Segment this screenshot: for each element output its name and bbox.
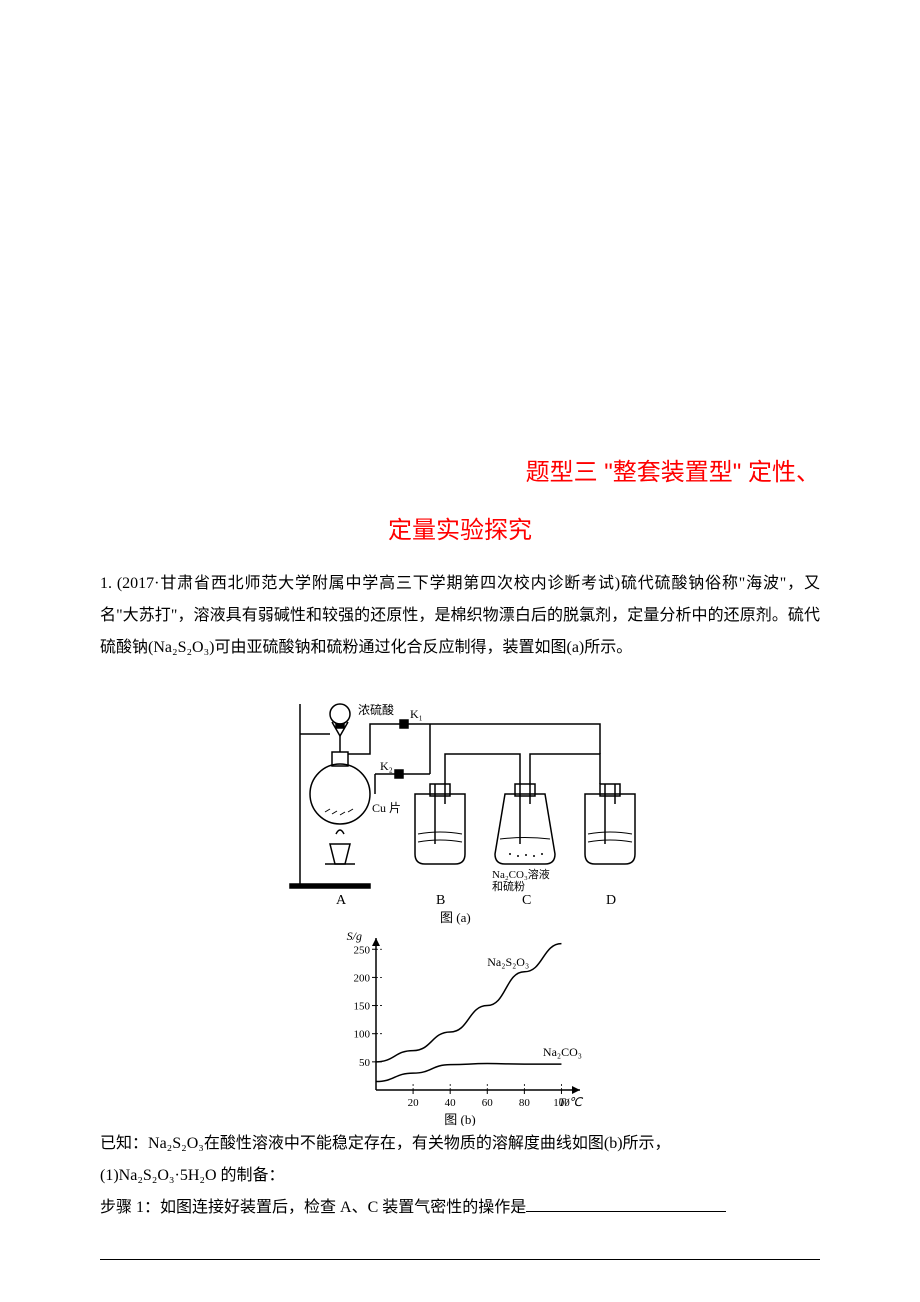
blank-full-line [100,1258,820,1260]
title-main-1: "整套装置型" 定性、 [604,459,820,486]
step-1: 步骤 1：如图连接好装置后，检查 A、C 装置气密性的操作是 [100,1192,820,1224]
title-line-1: 题型三 "整套装置型" 定性、 [100,452,820,487]
step-1-label: 步骤 1： [100,1199,160,1216]
svg-text:200: 200 [354,972,371,984]
svg-text:图 (b): 图 (b) [444,1112,475,1126]
svg-text:100: 100 [553,1097,570,1109]
question-source: (2017·甘肃省西北师范大学附属中学高三下学期第四次校内诊断考试) [117,575,620,592]
apparatus-svg: 浓硫酸 K₁ K₂ Cu 片 Na₂CO₃溶液 和硫粉 A B C D 图 (a… [280,694,640,926]
label-c: C [522,893,531,908]
label-c-content-1: Na₂CO₃溶液 [492,867,550,881]
svg-text:Na₂CO₃: Na₂CO₃ [543,1045,582,1059]
figure-b: S/gT/℃5010015020025020406080100Na₂S₂O₃Na… [330,926,590,1126]
svg-text:S/g: S/g [347,929,362,943]
svg-text:250: 250 [354,944,371,956]
svg-text:150: 150 [354,1001,371,1013]
figure-a: 浓硫酸 K₁ K₂ Cu 片 Na₂CO₃溶液 和硫粉 A B C D 图 (a… [280,694,640,926]
label-c-content-2: 和硫粉 [492,879,525,893]
page: 题型三 "整套装置型" 定性、 定量实验探究 1. (2017·甘肃省西北师范大… [0,0,920,1302]
svg-text:40: 40 [445,1097,457,1109]
question-1: 1. (2017·甘肃省西北师范大学附属中学高三下学期第四次校内诊断考试)硫代硫… [100,568,820,664]
label-a: A [336,893,347,908]
label-k1: K₁ [410,707,423,721]
solubility-chart-svg: S/gT/℃5010015020025020406080100Na₂S₂O₃Na… [330,926,590,1126]
label-b: B [436,893,445,908]
known-prefix: 已知： [100,1135,148,1152]
svg-text:20: 20 [408,1097,420,1109]
label-d: D [606,893,616,908]
blank-inline [526,1195,726,1212]
title-line-2: 定量实验探究 [100,510,820,545]
svg-text:Na₂S₂O₃: Na₂S₂O₃ [487,955,529,969]
known-text: Na₂S₂O₃在酸性溶液中不能稳定存在，有关物质的溶解度曲线如图(b)所示， [148,1135,671,1152]
svg-text:100: 100 [354,1029,371,1041]
label-k2: K₂ [380,759,393,773]
sub-question-1: (1)Na₂S₂O₃·5H₂O 的制备： [100,1160,820,1192]
svg-text:60: 60 [482,1097,494,1109]
svg-text:80: 80 [519,1097,531,1109]
step-1-text: 如图连接好装置后，检查 A、C 装置气密性的操作是 [160,1199,526,1216]
svg-text:50: 50 [359,1057,371,1069]
question-number: 1. [100,575,112,592]
figure-a-caption: 图 (a) [440,910,471,925]
label-funnel: 浓硫酸 [358,702,394,717]
title-prefix: 题型三 [526,459,605,486]
label-cu: Cu 片 [372,801,401,815]
known-line: 已知：Na₂S₂O₃在酸性溶液中不能稳定存在，有关物质的溶解度曲线如图(b)所示… [100,1128,820,1160]
